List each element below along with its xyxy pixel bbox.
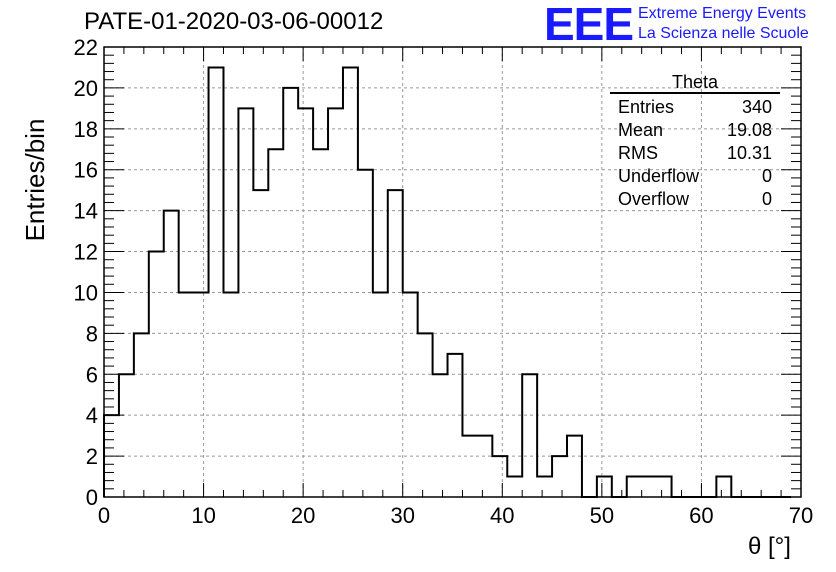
histogram-bin bbox=[507, 477, 522, 497]
y-tick-label: 20 bbox=[74, 76, 98, 101]
stats-row-overflow: Overflow 0 bbox=[610, 188, 780, 211]
histogram-bin bbox=[657, 477, 672, 497]
stats-box: Theta Entries 340 Mean 19.08 RMS 10.31 U… bbox=[610, 72, 780, 211]
y-tick-label: 10 bbox=[74, 280, 98, 305]
stats-divider bbox=[610, 92, 780, 94]
stats-row-entries: Entries 340 bbox=[610, 96, 780, 119]
stats-value: 0 bbox=[761, 189, 772, 209]
histogram-bin bbox=[268, 149, 283, 497]
histogram-bin bbox=[373, 292, 388, 497]
histogram-bin bbox=[448, 354, 463, 497]
histogram-bin bbox=[433, 374, 448, 497]
y-tick-label: 16 bbox=[74, 158, 98, 183]
y-tick-label: 18 bbox=[74, 117, 98, 142]
histogram-bin bbox=[313, 149, 328, 497]
histogram-bin bbox=[522, 374, 537, 497]
histogram-bin bbox=[179, 292, 194, 497]
stats-label: Mean bbox=[618, 120, 664, 140]
histogram-bin bbox=[537, 477, 552, 497]
x-tick-label: 10 bbox=[191, 503, 215, 528]
histogram-bin bbox=[477, 436, 492, 497]
stats-label: Underflow bbox=[618, 166, 700, 186]
stats-row-mean: Mean 19.08 bbox=[610, 119, 780, 142]
x-tick-label: 60 bbox=[689, 503, 713, 528]
stats-value: 10.31 bbox=[726, 143, 772, 163]
histogram-bin bbox=[119, 374, 134, 497]
stats-label: Entries bbox=[618, 97, 675, 117]
x-tick-label: 40 bbox=[490, 503, 514, 528]
histogram-bin bbox=[567, 436, 582, 497]
histogram-bin bbox=[328, 108, 343, 497]
y-tick-label: 14 bbox=[74, 199, 98, 224]
histogram-bin bbox=[388, 190, 403, 497]
histogram-bin bbox=[403, 292, 418, 497]
chart-title: PATE-01-2020-03-06-00012 bbox=[84, 8, 384, 35]
y-tick-label: 4 bbox=[86, 403, 98, 428]
stats-row-underflow: Underflow 0 bbox=[610, 165, 780, 188]
eee-logo: EEE bbox=[544, 0, 634, 50]
stats-name: Theta bbox=[671, 72, 719, 92]
y-tick-label: 0 bbox=[86, 485, 98, 510]
histogram-outline bbox=[103, 66, 792, 498]
logo-line-1: Extreme Energy Events bbox=[638, 5, 807, 22]
histogram-bin bbox=[343, 67, 358, 497]
histogram-bin bbox=[552, 456, 567, 497]
stats-label: RMS bbox=[618, 143, 658, 163]
plot-frame bbox=[103, 46, 802, 498]
histogram-bin bbox=[462, 436, 477, 497]
y-tick-label: 8 bbox=[86, 321, 98, 346]
histogram-bin bbox=[194, 292, 209, 497]
histogram-bin bbox=[716, 477, 731, 497]
stats-value: 340 bbox=[741, 97, 772, 117]
stats-value: 0 bbox=[761, 166, 772, 186]
y-tick-label: 12 bbox=[74, 240, 98, 265]
x-tick-label: 50 bbox=[590, 503, 614, 528]
logo-caption: Extreme Energy Events La Scienza nelle S… bbox=[638, 4, 809, 44]
stats-label: Overflow bbox=[618, 189, 690, 209]
logo-line-2: La Scienza nelle Scuole bbox=[638, 25, 809, 42]
histogram-bin bbox=[253, 190, 268, 497]
y-tick-label: 22 bbox=[74, 35, 98, 60]
x-tick-label: 20 bbox=[291, 503, 315, 528]
stats-value: 19.08 bbox=[726, 120, 772, 140]
x-axis-label: θ [°] bbox=[748, 533, 791, 560]
y-axis-label: Entries/bin bbox=[20, 118, 50, 242]
histogram-bin bbox=[642, 477, 657, 497]
histogram-bin bbox=[492, 456, 507, 497]
histogram-bin bbox=[627, 477, 642, 497]
histogram-bin bbox=[209, 67, 224, 497]
histogram-bin bbox=[149, 252, 164, 497]
y-tick-label: 2 bbox=[86, 444, 98, 469]
histogram-bin bbox=[238, 108, 253, 497]
histogram-bin bbox=[597, 477, 612, 497]
histogram-bin bbox=[298, 108, 313, 497]
histogram-bin bbox=[164, 211, 179, 497]
x-tick-label: 30 bbox=[390, 503, 414, 528]
x-tick-label: 70 bbox=[789, 503, 813, 528]
y-tick-label: 6 bbox=[86, 362, 98, 387]
x-tick-label: 0 bbox=[98, 503, 110, 528]
stats-row-rms: RMS 10.31 bbox=[610, 142, 780, 165]
histogram-bin bbox=[223, 292, 238, 497]
